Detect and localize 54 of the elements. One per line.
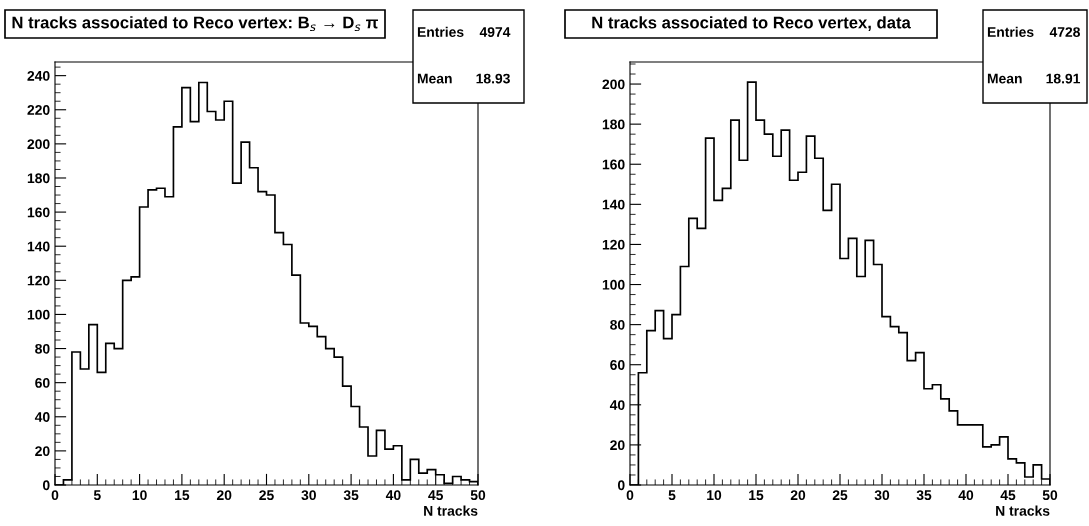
y-tick-label: 80 [610,319,625,330]
y-tick-label: 140 [602,199,625,210]
y-tick-label: 160 [27,207,50,218]
y-tick-label: 200 [27,139,50,150]
y-tick-label: 60 [35,378,50,388]
y-tick-label: 60 [610,360,625,370]
y-tick-label: 200 [602,79,625,90]
y-tick-label: 220 [27,105,50,115]
y-tick-label: 20 [610,440,625,451]
y-tick-label: 120 [602,239,625,250]
chart-title: N tracks associated to Reco vertex: B$_{s}$ → D$_{s}$ π [12,16,378,32]
x-tick-label: 35 [343,490,359,501]
annotation: Mean 18.93 [417,73,510,84]
y-tick-label: 0 [617,480,625,491]
x-tick-label: 15 [749,490,764,501]
x-axis-title: N tracks [996,505,1050,516]
x-tick-label: 0 [51,490,59,501]
x-tick-label: 15 [175,490,190,501]
y-tick-label: 100 [602,279,625,290]
y-tick-label: 40 [34,412,50,422]
y-tick-label: 40 [609,400,625,410]
y-tick-label: 20 [35,446,50,457]
y-tick-label: 240 [27,70,50,81]
y-tick-label: 120 [27,275,50,286]
x-tick-label: 5 [93,490,101,501]
x-tick-label: 50 [1042,490,1058,501]
y-tick-label: 0 [42,480,50,491]
y-tick-label: 160 [602,159,625,170]
text: Entries 4974 [417,26,511,37]
x-tick-label: 10 [707,490,722,501]
y-tick-label: 80 [35,343,50,354]
y-tick-label: 100 [27,309,50,320]
x-tick-label: 40 [385,490,401,501]
x-tick-label: 45 [428,490,444,501]
x-tick-label: 10 [132,490,147,501]
y-tick-label: 140 [27,241,50,252]
chart-title: N tracks associated to Reco vertex, data [592,16,911,31]
x-tick-label: 30 [874,490,890,501]
y-tick-label: 180 [27,173,50,184]
x-axis-title: N tracks [424,505,478,516]
x-tick-label: 20 [790,490,806,501]
x-tick-label: 50 [470,490,486,501]
x-tick-label: 5 [668,490,676,501]
text: Entries 4728 [987,26,1080,37]
x-tick-label: 20 [216,490,232,501]
x-tick-label: 30 [301,490,316,501]
x-tick-label: 25 [832,490,848,501]
x-tick-label: 35 [916,490,932,501]
annotation: Mean 18.91 [987,73,1081,84]
x-tick-label: 40 [958,490,974,501]
x-tick-label: 45 [1000,490,1016,501]
x-tick-label: 0 [626,490,634,501]
x-tick-label: 25 [259,490,274,501]
y-tick-label: 180 [602,119,625,130]
